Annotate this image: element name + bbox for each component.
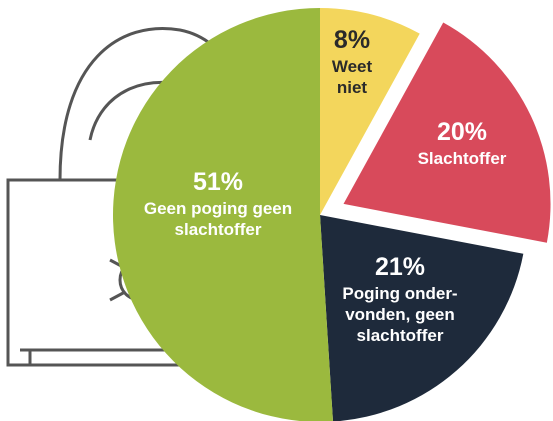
- slice-value-label: 8%: [334, 26, 370, 54]
- slice-value-label: 51%: [193, 168, 243, 196]
- slice-category-label: vonden, geen: [345, 305, 455, 324]
- slice-category-label: slachtoffer: [175, 220, 262, 239]
- slice-value-label: 20%: [437, 118, 487, 146]
- slice-category-label: Weet: [332, 57, 373, 76]
- slice-category-label: Slachtoffer: [418, 149, 507, 168]
- slice-category-label: Poging onder-: [342, 284, 457, 303]
- pie-slice: [343, 22, 551, 243]
- slice-value-label: 21%: [375, 253, 425, 281]
- slice-category-label: niet: [337, 78, 368, 97]
- slice-category-label: slachtoffer: [357, 326, 444, 345]
- pie-slice: [320, 8, 420, 215]
- slice-category-label: Geen poging geen: [144, 199, 292, 218]
- pie-slice: [113, 8, 333, 421]
- pie-slice: [320, 215, 524, 421]
